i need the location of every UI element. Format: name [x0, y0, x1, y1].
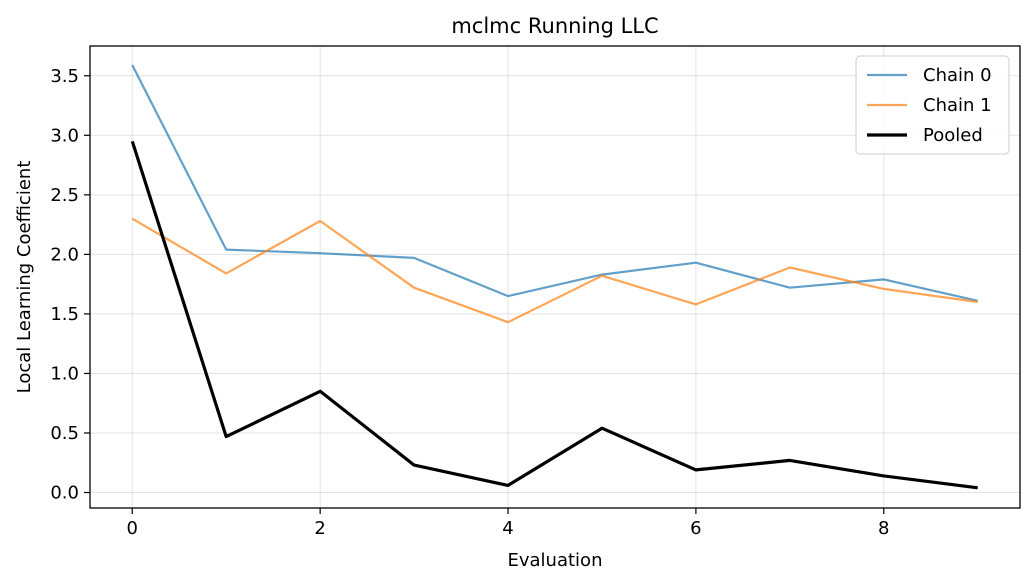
y-tick-label: 3.5 [50, 66, 79, 87]
axis-ticks: 0 2 4 6 8 0.0 0.5 1.0 1.5 2.0 2.5 3.0 3.5 [50, 66, 889, 539]
legend-label: Chain 0 [923, 65, 992, 86]
x-tick-label: 4 [502, 518, 513, 539]
y-tick-label: 1.0 [50, 363, 79, 384]
x-axis-title: Evaluation [508, 550, 603, 571]
x-tick-label: 6 [690, 518, 701, 539]
legend-label: Pooled [923, 125, 983, 146]
series-line-pooled [130, 140, 978, 490]
y-axis-title: Local Learning Coefficient [14, 161, 35, 394]
grid-lines [90, 46, 1020, 508]
legend: Chain 0 Chain 1 Pooled [855, 55, 1010, 155]
x-tick-label: 2 [314, 518, 325, 539]
x-tick-label: 0 [127, 518, 138, 539]
y-tick-label: 3.0 [50, 125, 79, 146]
y-tick-label: 2.0 [50, 244, 79, 265]
series-lines [130, 64, 978, 490]
y-tick-label: 0.5 [50, 423, 79, 444]
y-tick-label: 1.5 [50, 304, 79, 325]
chart-title: mclmc Running LLC [451, 14, 658, 38]
legend-box [855, 55, 1010, 155]
y-tick-label: 2.5 [50, 185, 79, 206]
legend-label: Chain 1 [923, 95, 992, 116]
series-line-chain-1 [131, 217, 978, 324]
series-line-chain-0 [131, 64, 978, 302]
legend-items: Chain 0 Chain 1 Pooled [867, 65, 992, 146]
y-tick-label: 0.0 [50, 483, 79, 504]
x-tick-label: 8 [878, 518, 889, 539]
plot-frame [89, 45, 1021, 509]
